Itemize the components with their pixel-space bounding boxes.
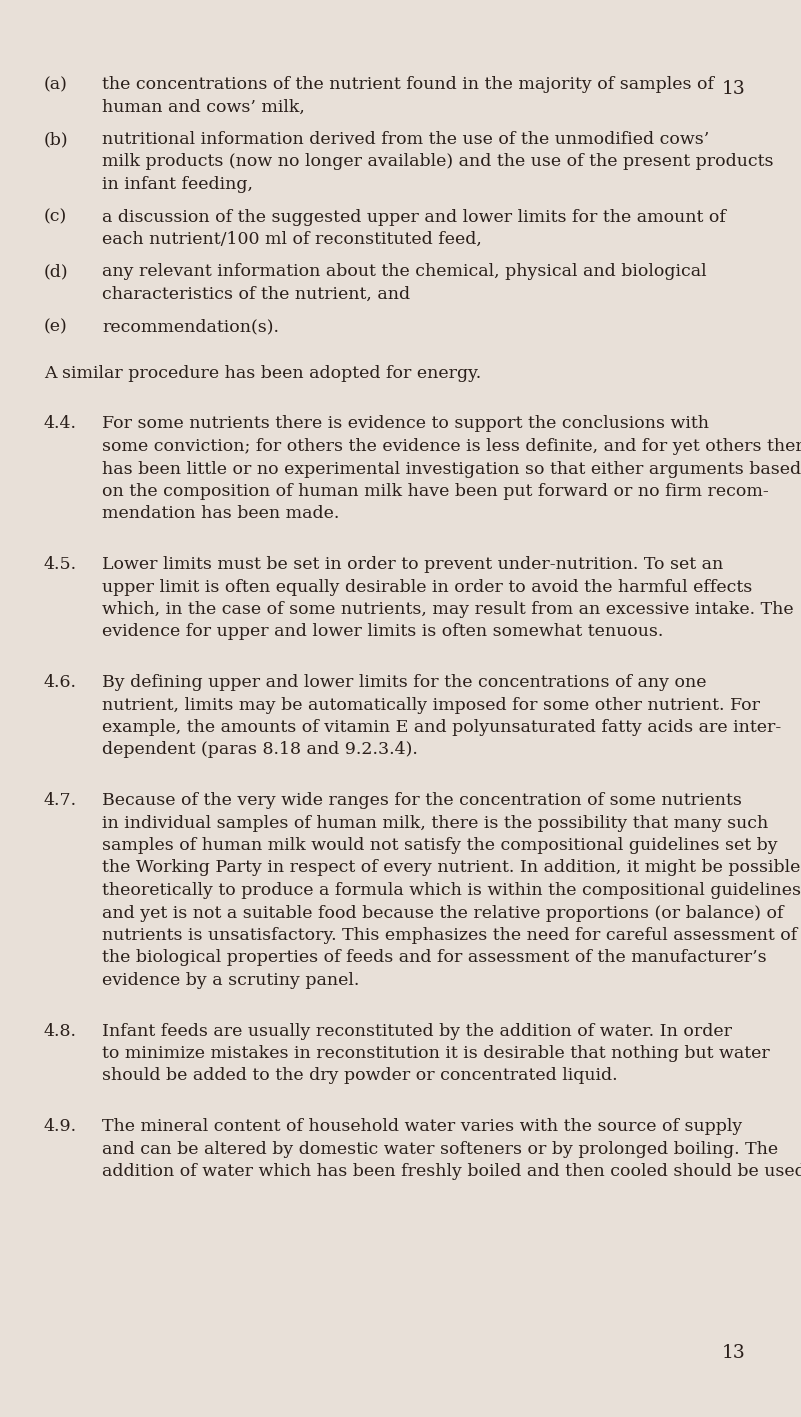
Text: samples of human milk would not satisfy the compositional guidelines set by: samples of human milk would not satisfy … [102,837,778,854]
Text: Lower limits must be set in order to prevent under-nutrition. To set an: Lower limits must be set in order to pre… [102,555,723,572]
Text: human and cows’ milk,: human and cows’ milk, [102,99,305,116]
Text: nutrient, limits may be automatically imposed for some other nutrient. For: nutrient, limits may be automatically im… [102,697,760,714]
Text: to minimize mistakes in reconstitution it is desirable that nothing but water: to minimize mistakes in reconstitution i… [102,1044,770,1061]
Text: addition of water which has been freshly boiled and then cooled should be used: addition of water which has been freshly… [102,1163,801,1180]
Text: characteristics of the nutrient, and: characteristics of the nutrient, and [102,286,410,303]
Text: 13: 13 [723,79,746,98]
Text: the biological properties of feeds and for assessment of the manufacturer’s: the biological properties of feeds and f… [102,949,767,966]
Text: nutritional information derived from the use of the unmodified cows’: nutritional information derived from the… [102,130,709,147]
Text: nutrients is unsatisfactory. This emphasizes the need for careful assessment of: nutrients is unsatisfactory. This emphas… [102,927,797,944]
Text: the Working Party in respect of every nutrient. In addition, it might be possibl: the Working Party in respect of every nu… [102,860,800,877]
Text: 4.8.: 4.8. [44,1023,77,1040]
Text: has been little or no experimental investigation so that either arguments based: has been little or no experimental inves… [102,461,801,478]
Text: The mineral content of household water varies with the source of supply: The mineral content of household water v… [102,1118,743,1135]
Text: (e): (e) [44,319,68,336]
Text: (c): (c) [44,208,67,225]
Text: and yet is not a suitable food because the relative proportions (or balance) of: and yet is not a suitable food because t… [102,904,783,921]
Text: some conviction; for others the evidence is less definite, and for yet others th: some conviction; for others the evidence… [102,438,801,455]
Text: each nutrient/100 ml of reconstituted feed,: each nutrient/100 ml of reconstituted fe… [102,231,482,248]
Text: in individual samples of human milk, there is the possibility that many such: in individual samples of human milk, the… [102,815,768,832]
Text: milk products (now no longer available) and the use of the present products: milk products (now no longer available) … [102,153,774,170]
Text: (a): (a) [44,77,68,94]
Text: 4.9.: 4.9. [44,1118,77,1135]
Text: 4.6.: 4.6. [44,674,77,691]
Text: evidence for upper and lower limits is often somewhat tenuous.: evidence for upper and lower limits is o… [102,623,663,640]
Text: theoretically to produce a formula which is within the compositional guidelines: theoretically to produce a formula which… [102,881,801,898]
Text: Because of the very wide ranges for the concentration of some nutrients: Because of the very wide ranges for the … [102,792,742,809]
Text: By defining upper and lower limits for the concentrations of any one: By defining upper and lower limits for t… [102,674,706,691]
Text: (d): (d) [44,264,69,281]
Text: upper limit is often equally desirable in order to avoid the harmful effects: upper limit is often equally desirable i… [102,578,752,595]
Text: For some nutrients there is evidence to support the conclusions with: For some nutrients there is evidence to … [102,415,709,432]
Text: 4.7.: 4.7. [44,792,77,809]
Text: should be added to the dry powder or concentrated liquid.: should be added to the dry powder or con… [102,1067,618,1084]
Text: a discussion of the suggested upper and lower limits for the amount of: a discussion of the suggested upper and … [102,208,726,225]
Text: 4.4.: 4.4. [44,415,77,432]
Text: any relevant information about the chemical, physical and biological: any relevant information about the chemi… [102,264,706,281]
Text: (b): (b) [44,130,69,147]
Text: example, the amounts of vitamin E and polyunsaturated fatty acids are inter-: example, the amounts of vitamin E and po… [102,718,781,735]
Text: which, in the case of some nutrients, may result from an excessive intake. The: which, in the case of some nutrients, ma… [102,601,794,618]
Text: recommendation(s).: recommendation(s). [102,319,279,336]
Text: mendation has been made.: mendation has been made. [102,506,340,523]
Text: and can be altered by domestic water softeners or by prolonged boiling. The: and can be altered by domestic water sof… [102,1141,778,1158]
Text: on the composition of human milk have been put forward or no firm recom-: on the composition of human milk have be… [102,483,769,500]
Text: in infant feeding,: in infant feeding, [102,176,253,193]
Text: 13: 13 [723,1343,746,1362]
Text: A similar procedure has been adopted for energy.: A similar procedure has been adopted for… [44,366,481,383]
Text: Infant feeds are usually reconstituted by the addition of water. In order: Infant feeds are usually reconstituted b… [102,1023,732,1040]
Text: the concentrations of the nutrient found in the majority of samples of: the concentrations of the nutrient found… [102,77,714,94]
Text: evidence by a scrutiny panel.: evidence by a scrutiny panel. [102,972,360,989]
Text: dependent (paras 8.18 and 9.2.3.4).: dependent (paras 8.18 and 9.2.3.4). [102,741,418,758]
Text: 4.5.: 4.5. [44,555,77,572]
